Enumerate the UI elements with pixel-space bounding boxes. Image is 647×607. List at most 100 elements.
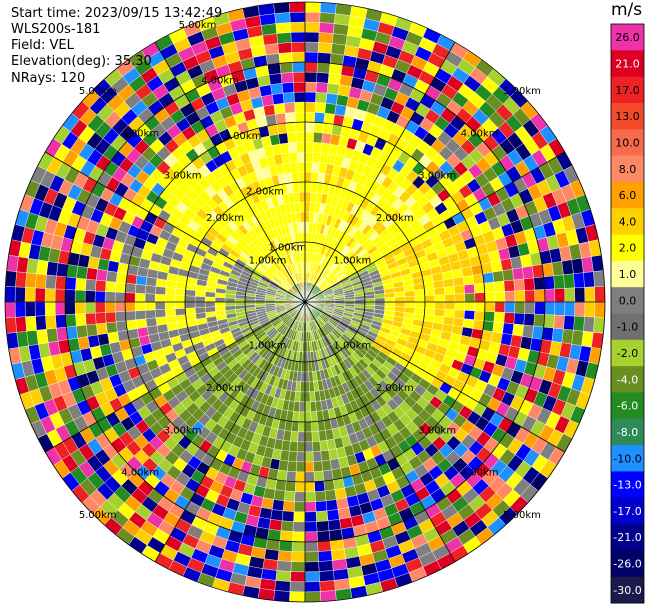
gate-cell <box>144 293 156 303</box>
gate-cell <box>354 298 366 303</box>
gate-cell <box>304 591 321 603</box>
gate-cell <box>311 171 319 183</box>
gate-cell <box>136 326 149 338</box>
gate-cell <box>453 309 465 319</box>
gate-cell <box>294 101 306 113</box>
gate-cell <box>319 12 336 24</box>
gate-cell <box>424 295 436 303</box>
colorbar: 26.0 21.0 17.0 13.0 10.0 8.0 6.0 4.0 2.0 1.0 0.0 -1… <box>610 23 645 604</box>
gate-cell <box>299 401 306 413</box>
colorbar-tick-label: 2.0 <box>619 242 637 255</box>
gate-cell <box>44 301 56 316</box>
colorbar-tick-label: 10.0 <box>615 136 640 149</box>
gate-cell <box>300 211 306 223</box>
gate-cell <box>165 308 176 317</box>
gate-cell <box>289 581 306 593</box>
gate-cell <box>502 322 515 336</box>
gate-cell <box>304 1 321 13</box>
gate-cell <box>312 441 321 452</box>
gate-cell <box>125 273 138 285</box>
range-ring-label: 4.00km <box>201 75 239 86</box>
gate-cell <box>533 276 545 291</box>
colorbar-tick-label: -13.0 <box>613 479 641 492</box>
gate-cell <box>424 288 436 296</box>
gate-cell <box>404 296 416 303</box>
gate-cell <box>452 276 465 287</box>
gate-cell <box>304 391 311 403</box>
gate-cell <box>288 450 298 462</box>
gate-cell <box>311 431 320 442</box>
gate-cell <box>293 511 306 523</box>
gate-cell <box>204 306 216 313</box>
gate-cell <box>551 261 564 277</box>
colorbar-tick-label: -2.0 <box>617 347 638 360</box>
gate-cell <box>268 73 283 85</box>
gate-cell <box>289 1 306 13</box>
gate-cell <box>94 301 106 314</box>
gate-cell <box>294 491 306 503</box>
gate-cell <box>304 121 315 133</box>
gate-cell <box>290 162 299 173</box>
gate-cell <box>292 521 306 533</box>
gate-cell <box>104 301 116 313</box>
gate-cell <box>374 301 386 307</box>
gate-cell <box>86 267 98 281</box>
gate-cell <box>331 558 348 571</box>
range-ring-label: 1.00km <box>333 340 371 351</box>
gate-cell <box>214 297 226 303</box>
gate-cell <box>273 489 286 502</box>
gate-cell <box>304 451 314 463</box>
gate-cell <box>74 301 86 315</box>
gate-cell <box>264 43 280 56</box>
gate-cell <box>35 315 47 331</box>
gate-cell <box>95 268 108 282</box>
gate-cell <box>135 318 148 329</box>
gate-cell <box>296 441 306 453</box>
colorbar-tick-label: 8.0 <box>619 163 637 176</box>
gate-cell <box>273 102 286 115</box>
gate-cell <box>279 142 290 155</box>
gate-cell <box>433 279 445 289</box>
range-ring-label: 5.00km <box>179 20 217 31</box>
colorbar-tick-label: 1.0 <box>619 268 637 281</box>
gate-cell <box>204 301 216 308</box>
gate-cell <box>329 458 341 471</box>
gate-cell <box>164 301 176 310</box>
gate-cell <box>25 315 37 332</box>
colorbar-tick-label: -17.0 <box>613 505 641 518</box>
gate-cell <box>84 290 96 303</box>
gate-cell <box>104 291 116 303</box>
gate-cell <box>145 285 157 295</box>
gate-cell <box>304 91 317 103</box>
gate-cell <box>282 92 295 104</box>
colorbar-tick-label: -21.0 <box>613 531 641 544</box>
gate-cell <box>313 460 323 472</box>
gate-cell <box>319 2 337 14</box>
gate-cell <box>321 459 332 472</box>
gate-cell <box>492 321 505 334</box>
gate-cell <box>304 381 310 393</box>
range-ring-label: 5.00km <box>79 510 117 521</box>
gate-cell <box>295 211 301 223</box>
gate-cell <box>493 280 505 293</box>
gate-cell <box>278 132 289 145</box>
gate-cell <box>593 270 605 288</box>
gate-cell <box>327 519 342 531</box>
gate-cell <box>282 162 292 174</box>
gate-cell <box>304 101 316 113</box>
gate-cell <box>134 292 146 303</box>
gate-cell <box>95 279 107 292</box>
range-ring-label: 4.00km <box>461 128 499 139</box>
gate-cell <box>309 391 316 403</box>
gate-cell <box>115 311 127 323</box>
gate-cell <box>493 311 505 324</box>
gate-cell <box>484 301 496 313</box>
gate-cell <box>304 571 320 583</box>
gate-cell <box>294 481 306 493</box>
gate-cell <box>292 61 306 73</box>
gate-cell <box>311 162 320 173</box>
gate-cell <box>313 122 325 134</box>
gate-cell <box>553 274 565 290</box>
gate-cell <box>282 500 295 512</box>
range-ring-label: 2.00km <box>376 383 414 394</box>
